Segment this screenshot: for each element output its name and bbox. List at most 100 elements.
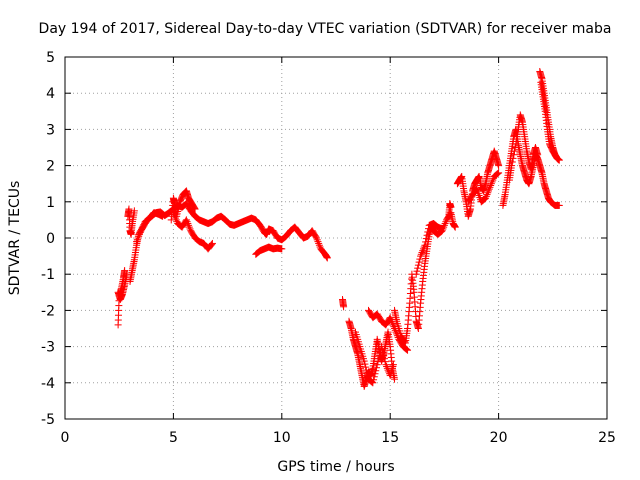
y-tick-label: -2	[41, 303, 55, 319]
data-point	[389, 321, 397, 329]
data-point	[552, 152, 560, 160]
data-point	[509, 154, 517, 162]
y-tick-label: 3	[46, 122, 55, 138]
data-point	[315, 239, 323, 247]
data-point	[370, 376, 378, 384]
data-point	[389, 361, 397, 369]
y-tick-label: 2	[46, 159, 55, 175]
data-point	[422, 238, 430, 246]
data-point	[438, 225, 446, 233]
data-point	[508, 162, 516, 170]
data-point	[417, 250, 425, 258]
data-point	[378, 343, 386, 351]
data-point	[420, 243, 428, 251]
data-point	[208, 240, 216, 248]
data-point	[382, 361, 390, 369]
data-points	[114, 67, 563, 390]
data-point	[419, 247, 427, 255]
data-point	[412, 270, 420, 278]
data-point	[404, 346, 412, 354]
data-point	[207, 241, 215, 249]
data-point	[391, 326, 399, 334]
axis-ticks: 0 5 10 15 20 25 -5 -4 -3 -2 -1 0 1 2 3 4 5	[41, 50, 616, 446]
grid	[65, 57, 607, 419]
data-point	[172, 214, 180, 222]
data-point	[441, 220, 449, 228]
data-point	[390, 323, 398, 331]
data-point	[388, 319, 396, 327]
data-point	[138, 225, 146, 233]
data-point	[137, 227, 145, 235]
x-tick-label: 0	[61, 430, 70, 446]
data-point	[372, 364, 380, 372]
data-point	[451, 223, 459, 231]
data-point	[182, 216, 190, 224]
data-point	[488, 178, 496, 186]
data-point	[487, 180, 495, 188]
data-point	[364, 372, 372, 380]
data-point	[323, 254, 331, 262]
data-point	[340, 303, 348, 311]
data-point	[372, 367, 380, 375]
data-point	[419, 245, 427, 253]
data-point	[314, 238, 322, 246]
data-point	[139, 222, 147, 230]
y-tick-label: 4	[46, 86, 55, 102]
data-point	[508, 158, 516, 166]
data-point	[387, 368, 395, 376]
data-point	[134, 234, 142, 242]
x-axis-title: GPS time / hours	[277, 459, 394, 475]
data-point	[169, 209, 177, 217]
data-point	[387, 370, 395, 378]
data-point	[388, 366, 396, 374]
data-point	[380, 355, 388, 363]
data-point	[442, 218, 450, 226]
data-point	[186, 225, 194, 233]
data-point	[182, 188, 190, 196]
data-point	[185, 221, 193, 229]
data-point	[482, 192, 490, 200]
data-point	[278, 245, 286, 253]
y-tick-label: -1	[41, 267, 55, 283]
chart-title: Day 194 of 2017, Sidereal Day-to-day VTE…	[39, 21, 612, 37]
data-point	[172, 216, 180, 224]
data-point	[121, 267, 129, 275]
data-point	[191, 204, 199, 212]
data-point	[383, 363, 391, 371]
data-point	[447, 203, 455, 211]
data-point	[313, 236, 321, 244]
data-point	[388, 364, 396, 372]
data-point	[361, 360, 369, 368]
x-tick-label: 10	[273, 430, 291, 446]
data-point	[392, 328, 400, 336]
data-point	[371, 370, 379, 378]
data-point	[362, 366, 370, 374]
data-point	[401, 338, 409, 346]
plot-frame	[64, 56, 608, 420]
data-point	[422, 235, 430, 243]
y-tick-label: 1	[46, 195, 55, 211]
data-point	[555, 156, 563, 164]
data-point	[312, 233, 320, 241]
data-point	[482, 194, 490, 202]
data-point	[135, 232, 143, 240]
data-point	[423, 231, 431, 239]
data-point	[555, 201, 563, 209]
data-point	[381, 358, 389, 366]
y-tick-label: -5	[41, 412, 55, 428]
data-point	[394, 334, 402, 342]
data-point	[495, 169, 503, 177]
data-point	[133, 238, 141, 246]
x-tick-label: 5	[169, 430, 178, 446]
data-point	[393, 330, 401, 338]
data-point	[414, 261, 422, 269]
data-point	[484, 187, 492, 195]
data-point	[159, 212, 167, 220]
data-point	[510, 151, 518, 159]
data-point	[415, 258, 423, 266]
data-point	[484, 189, 492, 197]
data-point	[363, 369, 371, 377]
data-point	[552, 153, 560, 161]
data-point	[315, 241, 323, 249]
